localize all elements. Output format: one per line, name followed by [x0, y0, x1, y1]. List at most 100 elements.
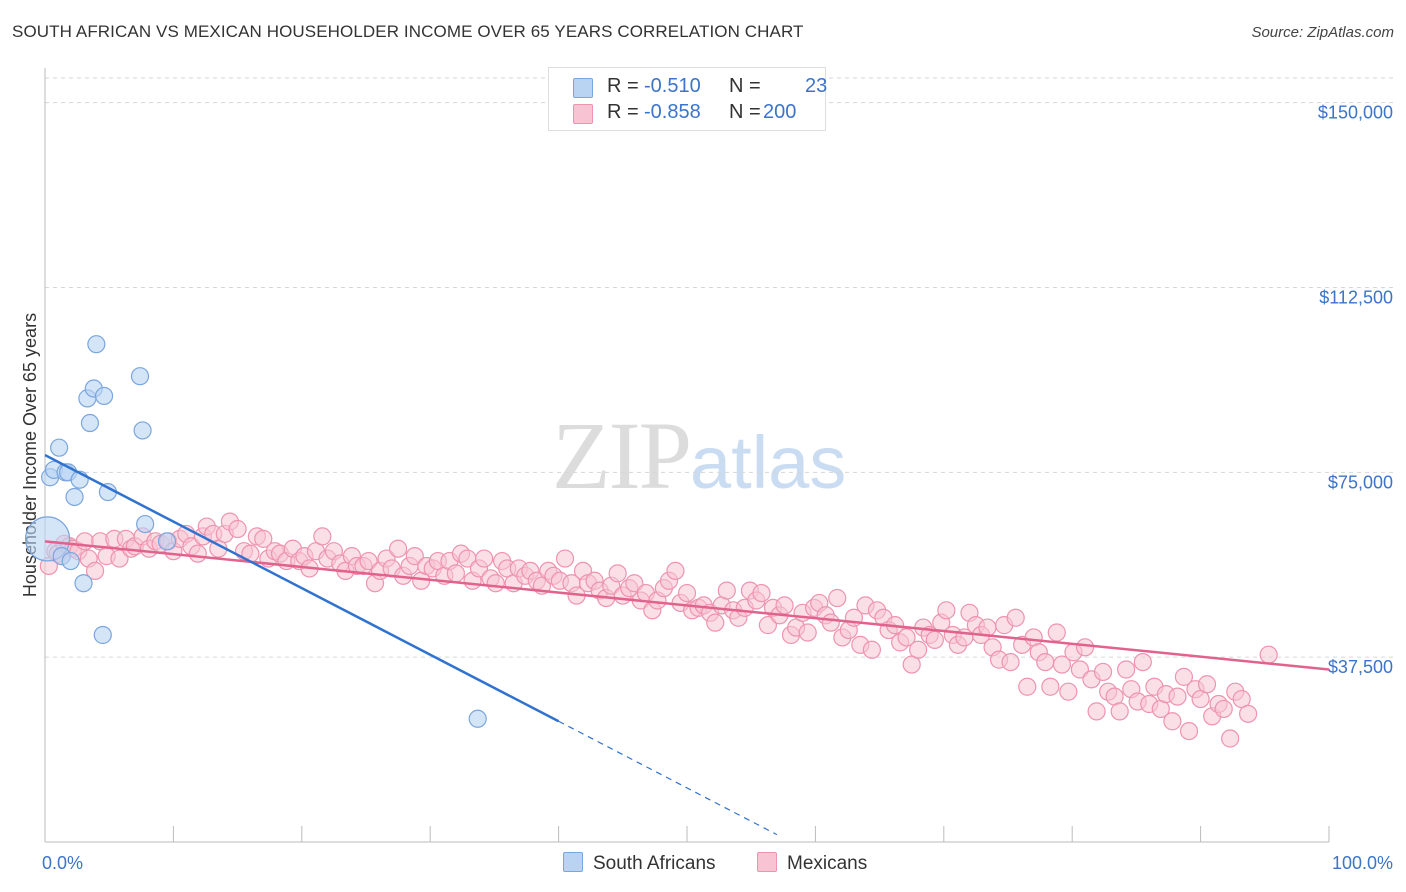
chart-title: SOUTH AFRICAN VS MEXICAN HOUSEHOLDER INC… [12, 22, 804, 41]
data-point-mexicans [1133, 652, 1152, 672]
data-point-south-africans [74, 574, 93, 593]
data-point-mexicans [1006, 608, 1025, 627]
legend-swatch-south-africans [573, 78, 593, 98]
source-label: Source: ZipAtlas.com [1251, 24, 1394, 41]
data-point-south-africans [157, 532, 177, 551]
data-point-south-africans [80, 413, 100, 433]
data-point-mexicans [1087, 702, 1106, 721]
data-point-mexicans [1036, 652, 1055, 672]
watermark-zip: ZIP [552, 402, 692, 509]
data-point-mexicans [937, 601, 956, 620]
y-tick-label: $37,500 [1328, 657, 1393, 677]
bottom-label-south-africans: South Africans [593, 853, 716, 874]
data-point-mexicans [1075, 638, 1095, 657]
data-point-mexicans [1018, 677, 1037, 696]
data-point-mexicans [359, 551, 378, 571]
data-point-mexicans [1259, 645, 1278, 664]
y-tick-label: $150,000 [1318, 103, 1393, 123]
legend-n-value: 23 [805, 75, 828, 97]
data-point-mexicans [752, 583, 771, 603]
trendline-mexicans [44, 540, 1330, 671]
data-point-mexicans [775, 596, 794, 615]
data-point-south-africans [130, 367, 150, 386]
bottom-legend-mexicans: Mexicans [757, 852, 867, 875]
data-point-south-africans [468, 709, 487, 728]
legend-r-value: -0.858 [644, 101, 701, 123]
data-point-mexicans [608, 564, 627, 583]
y-tick-label: $75,000 [1328, 472, 1393, 492]
data-point-mexicans [1041, 677, 1060, 696]
data-point-mexicans [389, 539, 408, 558]
data-point-mexicans [1117, 660, 1136, 679]
data-point-mexicans [555, 549, 575, 568]
trendline-south-africans-extension [558, 720, 778, 836]
data-point-mexicans [925, 630, 944, 650]
data-point-mexicans [1047, 623, 1066, 642]
bottom-legend-south-africans: South Africans [563, 852, 716, 875]
data-point-south-africans [61, 551, 80, 571]
data-point-mexicans [1163, 712, 1182, 731]
legend-n-value: 200 [763, 101, 797, 123]
data-point-south-africans [93, 625, 112, 645]
data-point-mexicans [1168, 687, 1187, 706]
data-point-mexicans [717, 581, 736, 600]
data-point-mexicans [313, 527, 332, 546]
data-point-mexicans [228, 519, 247, 539]
legend-r-label: R = [607, 75, 639, 97]
data-point-mexicans [909, 640, 928, 659]
data-point-south-africans [65, 487, 84, 507]
data-point-mexicans [706, 613, 725, 632]
data-point-mexicans [1052, 655, 1072, 674]
data-point-mexicans [1214, 699, 1233, 719]
data-point-mexicans [110, 549, 129, 568]
legend-swatch-mexicans [573, 104, 593, 124]
data-point-mexicans [475, 549, 494, 568]
data-point-mexicans [405, 547, 424, 566]
data-point-mexicans [677, 583, 697, 603]
data-point-south-africans [87, 335, 106, 354]
legend-n-label: N = [729, 101, 761, 123]
data-point-mexicans [758, 616, 777, 635]
bottom-swatch-mexicans [757, 852, 777, 872]
bottom-swatch-south-africans [563, 852, 583, 872]
y-tick-label: $112,500 [1319, 287, 1393, 307]
data-point-mexicans [798, 623, 817, 642]
data-point-mexicans [1179, 721, 1199, 741]
data-point-mexicans [1174, 667, 1194, 686]
data-point-mexicans [897, 628, 916, 647]
watermark-atlas: atlas [690, 421, 847, 504]
trendline-south-africans [44, 453, 560, 723]
data-point-mexicans [85, 561, 105, 581]
data-point-mexicans [828, 588, 847, 608]
data-point-mexicans [666, 561, 685, 581]
data-point-mexicans [486, 574, 505, 593]
data-point-mexicans [446, 564, 465, 583]
data-point-mexicans [188, 544, 207, 563]
data-point-mexicans [1070, 660, 1090, 679]
data-point-south-africans [136, 514, 155, 534]
data-point-mexicans [1001, 652, 1020, 672]
legend-r-value: -0.510 [644, 75, 701, 97]
data-point-mexicans [1093, 662, 1113, 682]
data-point-mexicans [1059, 682, 1078, 701]
x-tick-label: 0.0% [42, 853, 83, 873]
data-point-mexicans [978, 618, 997, 637]
data-point-mexicans [1221, 729, 1240, 748]
data-point-mexicans [1239, 704, 1258, 723]
data-point-mexicans [1110, 702, 1129, 721]
data-point-south-africans [133, 421, 152, 440]
data-point-mexicans [821, 613, 840, 632]
data-point-mexicans [254, 529, 273, 548]
data-point-mexicans [1197, 675, 1217, 694]
legend: R = -0.510 N = 23 R = -0.858 N = 200 [548, 67, 828, 131]
data-point-south-africans [94, 386, 114, 406]
watermark: ZIPatlas [552, 400, 846, 511]
legend-r-label: R = [607, 101, 639, 123]
data-point-mexicans [75, 532, 94, 551]
data-point-mexicans [862, 640, 881, 659]
data-point-mexicans [625, 574, 644, 593]
data-point-south-africans [50, 438, 69, 457]
x-tick-label: 100.0% [1332, 853, 1393, 873]
bottom-label-mexicans: Mexicans [787, 853, 868, 874]
